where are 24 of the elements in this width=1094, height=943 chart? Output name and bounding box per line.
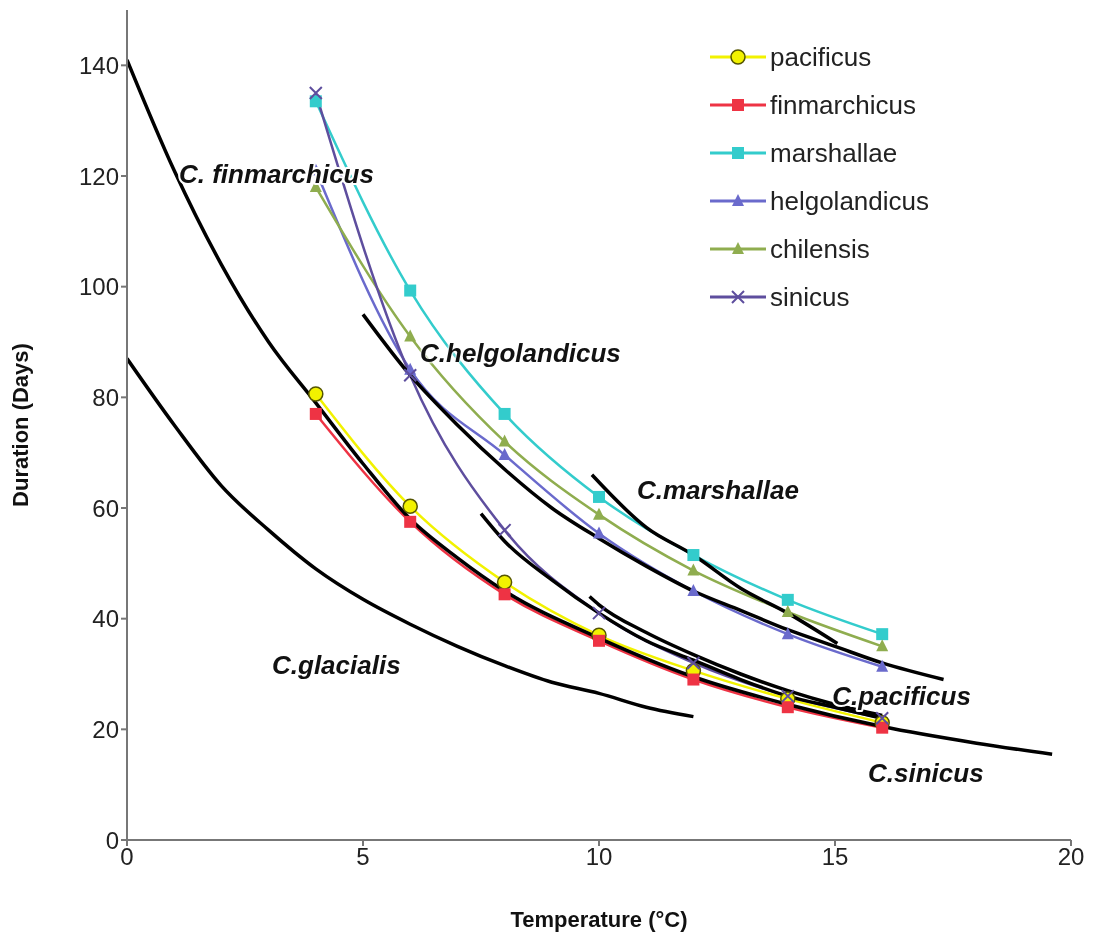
y-axis-title: Duration (Days) xyxy=(7,343,33,507)
legend-label: helgolandicus xyxy=(770,185,930,217)
y-tick-label: 100 xyxy=(78,273,119,301)
x-tick-label: 20 xyxy=(1057,843,1085,871)
x-tick-label: 5 xyxy=(356,843,370,871)
y-tick-label: 0 xyxy=(105,826,119,854)
y-tick-label: 20 xyxy=(92,715,119,743)
annotation: C.marshallae xyxy=(637,475,799,505)
y-tick-label: 60 xyxy=(92,494,119,522)
legend-label: finmarchicus xyxy=(770,89,916,121)
legend-label: pacificus xyxy=(770,41,872,73)
y-tick-label: 120 xyxy=(78,162,119,190)
x-tick-label: 15 xyxy=(821,843,849,871)
legend-label: marshallae xyxy=(770,137,898,169)
annotation: C.pacificus xyxy=(832,680,971,711)
x-tick-label: 10 xyxy=(585,843,613,871)
y-tick-label: 40 xyxy=(92,605,119,633)
x-axis-title: Temperature (°C) xyxy=(510,907,688,932)
annotation: C.glacialis xyxy=(272,650,401,680)
y-tick-label: 80 xyxy=(92,383,119,411)
legend-label: chilensis xyxy=(770,233,870,265)
legend-label: sinicus xyxy=(770,281,850,313)
y-tick-label: 140 xyxy=(78,51,119,79)
annotation: C.sinicus xyxy=(868,758,984,788)
